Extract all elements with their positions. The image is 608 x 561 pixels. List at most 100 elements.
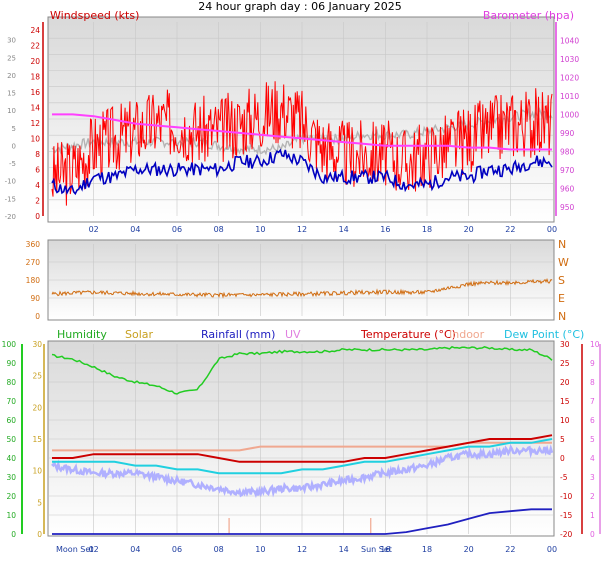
x-tick-label: 04 [130, 225, 140, 234]
compass-tick: N [558, 310, 566, 323]
barometer-tick: 1020 [560, 73, 579, 82]
windspeed-tick: 22 [30, 41, 40, 50]
solar-tick: 0 [37, 530, 42, 539]
temperature-tick: 5 [560, 435, 565, 444]
wind-baro-axes: -20-15-10-505101520253002468101214161820… [5, 22, 579, 234]
x-tick-label: 14 [339, 225, 349, 234]
humidity-tick: 70 [6, 397, 16, 406]
temp-humidity-grid [49, 344, 553, 534]
legend-temperature: Temperature (°C) [360, 328, 456, 341]
temp-humidity-series [51, 345, 554, 535]
outer-axis-tick: 0 [12, 142, 16, 150]
windspeed-tick: 20 [30, 57, 40, 66]
uv-tick: 3 [590, 473, 595, 482]
windspeed-tick: 4 [35, 181, 40, 190]
direction-series [51, 278, 553, 299]
page-title: 24 hour graph day : 06 January 2025 [198, 0, 402, 13]
compass-tick: E [558, 292, 565, 305]
humidity-line [51, 345, 553, 395]
outer-axis-tick: -5 [9, 160, 16, 168]
x-tick-label: 06 [172, 225, 182, 234]
temperature-tick: 20 [560, 378, 570, 387]
x-tick-label: 18 [422, 225, 432, 234]
uv-tick: 7 [590, 397, 595, 406]
outer-axis-tick: 10 [7, 107, 16, 115]
uv-tick: 2 [590, 492, 595, 501]
temp-humidity-panel [47, 340, 555, 537]
barometer-tick: 1030 [560, 55, 579, 64]
humidity-tick: 100 [2, 340, 17, 349]
x-tick-label: 14 [339, 545, 349, 554]
sun-set-label: Sun Set [361, 545, 392, 554]
windspeed-tick: 6 [35, 165, 40, 174]
x-tick-label: 12 [297, 545, 307, 554]
direction-grid [49, 244, 553, 316]
legend-dewpoint: Dew Point (°C) [504, 328, 584, 341]
x-tick-label: 16 [380, 545, 390, 554]
x-tick-label: 12 [297, 225, 307, 234]
legend-rainfall: Rainfall (mm) [201, 328, 275, 341]
x-tick-label: 20 [464, 545, 474, 554]
direction-line [51, 278, 553, 299]
uv-tick: 6 [590, 416, 595, 425]
barometer-tick: 970 [560, 166, 575, 175]
temperature-tick: 10 [560, 416, 570, 425]
outer-axis-tick: -15 [5, 195, 16, 203]
barometer-tick: 980 [560, 147, 575, 156]
uv-tick: 4 [590, 454, 595, 463]
outer-axis-tick: 15 [7, 90, 16, 98]
outer-axis-tick: -20 [5, 213, 16, 221]
temperature-tick: 15 [560, 397, 570, 406]
legend-humidity: Humidity [57, 328, 107, 341]
legend-indoor: Indoor [449, 328, 485, 341]
solar-tick: 30 [32, 340, 42, 349]
temperature-tick: -20 [560, 530, 572, 539]
humidity-tick: 0 [11, 530, 16, 539]
x-tick-label: 22 [505, 225, 515, 234]
x-tick-label: 08 [214, 225, 224, 234]
windspeed-tick: 12 [30, 119, 40, 128]
humidity-tick: 90 [6, 359, 16, 368]
solar-tick: 15 [32, 435, 42, 444]
humidity-tick: 80 [6, 378, 16, 387]
x-tick-label: 18 [422, 545, 432, 554]
windspeed-tick: 24 [30, 26, 40, 35]
temperature-tick: 30 [560, 340, 570, 349]
windspeed-tick: 2 [35, 196, 40, 205]
x-tick-label: 10 [255, 545, 265, 554]
outer-axis-tick: 25 [7, 54, 16, 62]
direction-tick: 270 [26, 258, 41, 267]
solar-tick: 25 [32, 372, 42, 381]
humidity-tick: 10 [6, 511, 16, 520]
windspeed-tick: 18 [30, 72, 40, 81]
compass-tick: S [558, 274, 565, 287]
rainfall-line [52, 508, 552, 535]
uv-tick: 0 [590, 530, 595, 539]
x-tick-label: 04 [130, 545, 140, 554]
uv-tick: 10 [590, 340, 600, 349]
uv-tick: 1 [590, 511, 595, 520]
x-tick-label: 02 [89, 225, 99, 234]
humidity-tick: 30 [6, 473, 16, 482]
temp-humidity-axes: 0102030405060708090100051015202530-20-15… [2, 340, 601, 554]
humidity-tick: 20 [6, 492, 16, 501]
outer-axis-tick: 30 [7, 37, 16, 45]
compass-tick: W [558, 256, 569, 269]
outer-axis-tick: -10 [5, 178, 16, 186]
x-tick-label: 10 [255, 225, 265, 234]
x-tick-label: 08 [214, 545, 224, 554]
barometer-axis-label: Barometer (hpa) [483, 9, 574, 22]
humidity-tick: 50 [6, 435, 16, 444]
barometer-tick: 960 [560, 184, 575, 193]
barometer-tick: 990 [560, 129, 575, 138]
uv-tick: 8 [590, 378, 595, 387]
x-tick-label: 06 [172, 545, 182, 554]
moon-set-label: Moon Set [56, 545, 93, 554]
temperature-tick: 25 [560, 359, 570, 368]
uv-tick: 9 [590, 359, 595, 368]
wind-baro-series [51, 81, 553, 206]
humidity-tick: 60 [6, 416, 16, 425]
apparent-temp-line [51, 444, 554, 498]
